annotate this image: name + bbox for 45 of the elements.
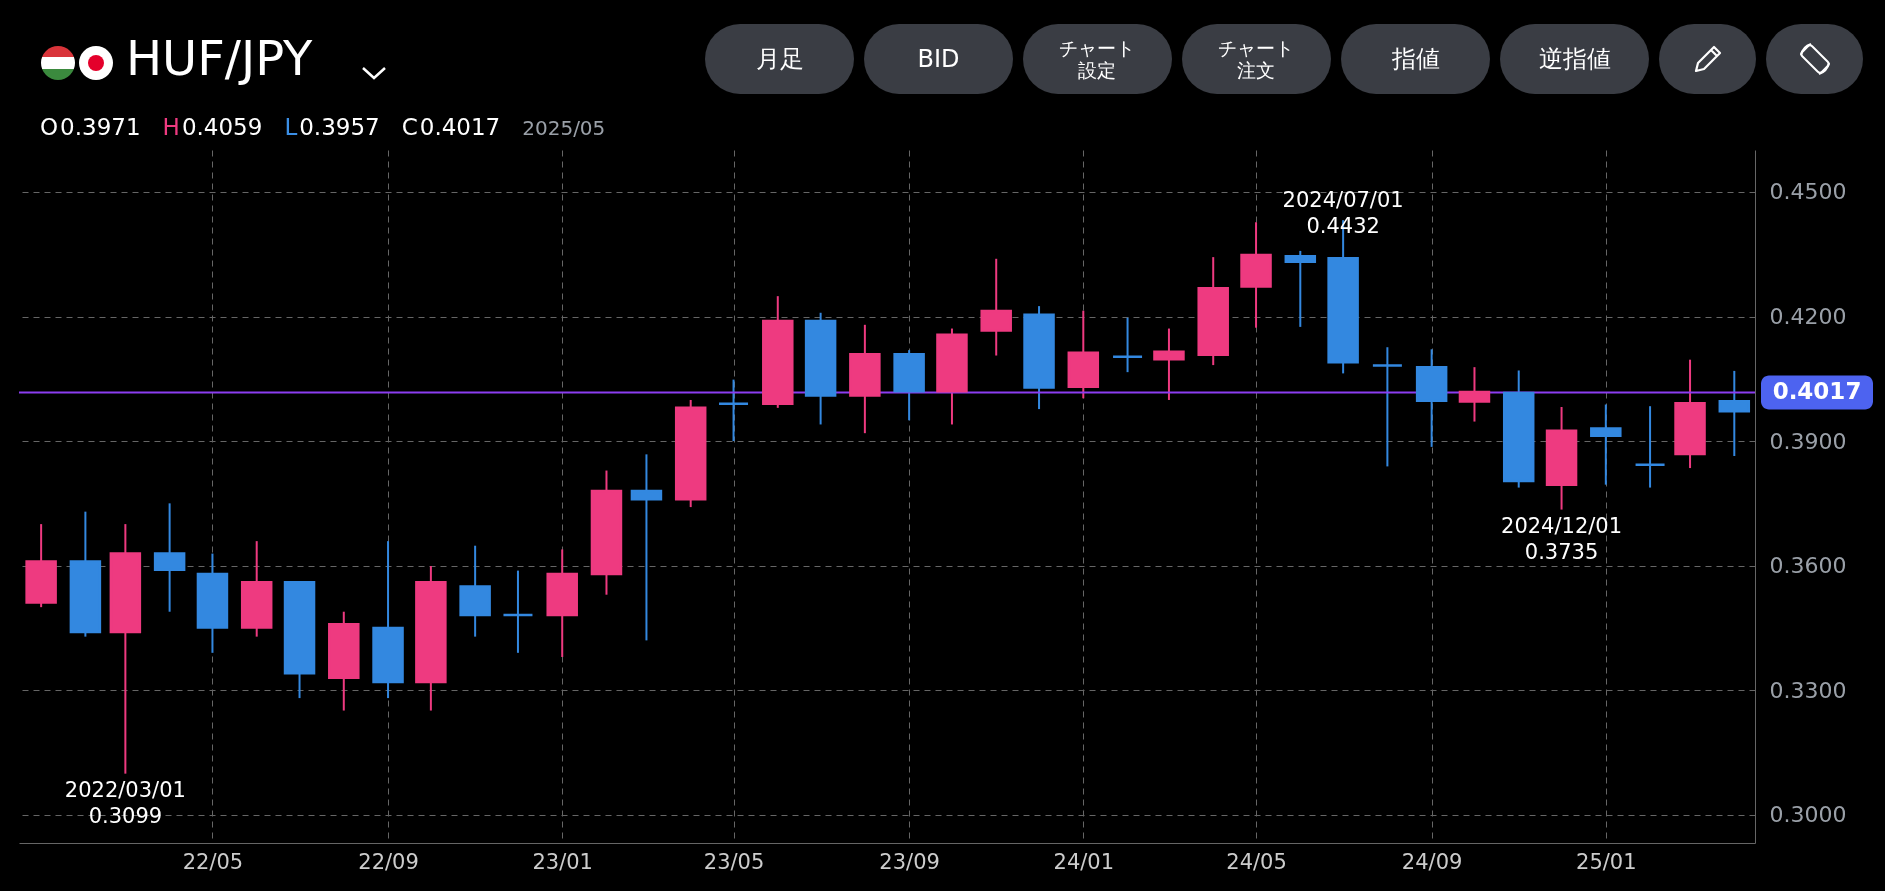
text: チャート設定 xyxy=(1058,37,1137,81)
candlestick xyxy=(502,569,534,654)
candlestick xyxy=(717,378,750,443)
x-tick-label: 23/01 xyxy=(532,849,593,874)
candlestick xyxy=(1458,366,1491,423)
ref-line-label: 0.4017 xyxy=(1772,378,1862,405)
text: チャート注文 xyxy=(1217,37,1296,81)
chart-title: HUF/JPY xyxy=(126,30,313,86)
x-tick-label: 22/05 xyxy=(182,849,244,874)
text: C xyxy=(401,114,418,140)
text: 逆指値 xyxy=(1538,44,1611,73)
text: 0.3957 xyxy=(299,114,380,140)
candlestick xyxy=(1371,346,1404,468)
candlestick xyxy=(1111,316,1144,374)
text: 0.4059 xyxy=(181,114,263,140)
annotation: 2022/03/01 0.3099 xyxy=(64,777,186,828)
x-tick-label: 24/09 xyxy=(1401,849,1463,874)
text: 0.4017 xyxy=(419,114,501,140)
text: 0.3971 xyxy=(60,114,141,140)
text: 月足 xyxy=(755,44,804,73)
y-tick-label: 0.4500 xyxy=(1769,179,1847,205)
text: O xyxy=(40,114,59,140)
y-tick-label: 0.3300 xyxy=(1769,677,1847,703)
annotation: 2024/12/01 0.3735 xyxy=(1501,513,1623,564)
text: H xyxy=(162,114,180,140)
candlestick xyxy=(1590,403,1622,486)
text: 2025/05 xyxy=(522,116,606,140)
candlestick xyxy=(630,453,663,642)
x-tick-label: 23/09 xyxy=(879,849,940,874)
candlestick xyxy=(1153,327,1185,401)
text: BID xyxy=(917,44,960,73)
x-tick-label: 22/09 xyxy=(358,849,419,874)
y-tick-label: 0.3000 xyxy=(1769,802,1847,828)
candlestick xyxy=(1634,405,1666,489)
text: L xyxy=(284,114,298,140)
x-tick-label: 24/01 xyxy=(1053,849,1115,874)
x-tick-label: 25/01 xyxy=(1576,849,1637,874)
x-tick-label: 24/05 xyxy=(1226,849,1287,874)
text: 指値 xyxy=(1391,44,1440,73)
candlestick xyxy=(1718,369,1751,458)
candlestick xyxy=(1284,249,1317,328)
x-tick-label: 23/05 xyxy=(703,849,765,874)
y-tick-label: 0.3900 xyxy=(1769,428,1847,454)
y-tick-label: 0.4200 xyxy=(1769,304,1847,329)
y-tick-label: 0.3600 xyxy=(1769,553,1847,579)
